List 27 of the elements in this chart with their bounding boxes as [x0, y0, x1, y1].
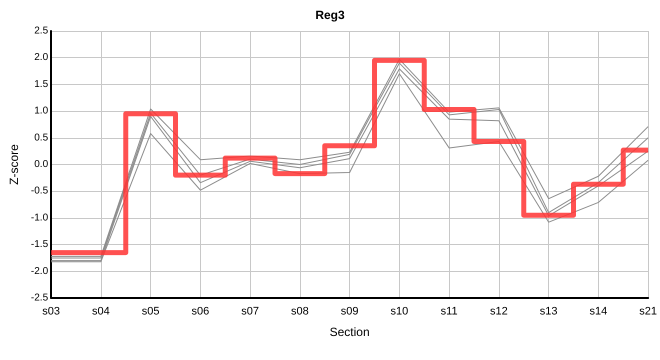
x-tick-label: s03 — [42, 306, 60, 318]
x-tick-label: s08 — [291, 306, 309, 318]
x-tick-label: s07 — [241, 306, 260, 318]
y-tick-label: 1.0 — [34, 106, 49, 117]
y-tick-label: -1.5 — [30, 239, 49, 250]
y-tick-label: -2.5 — [30, 292, 49, 304]
y-tick-label: -1.0 — [30, 212, 49, 224]
x-tick-label: s11 — [440, 306, 458, 318]
y-tick-label: -0.5 — [30, 186, 49, 197]
y-axis-title: Z-score — [7, 144, 21, 185]
x-tick-label: s10 — [390, 306, 408, 318]
x-tick-label: s09 — [340, 306, 359, 318]
y-tick-label: 0.5 — [34, 132, 49, 144]
y-tick-label: 2.5 — [34, 26, 49, 36]
x-tick-label: s12 — [490, 306, 508, 318]
x-tick-label: s21 — [639, 306, 658, 318]
x-tick-label: s05 — [142, 306, 160, 318]
x-tick-label: s04 — [92, 306, 110, 318]
x-tick-label: s14 — [590, 306, 608, 318]
x-tick-label: s13 — [540, 306, 558, 318]
y-tick-label: 2.0 — [34, 52, 49, 64]
y-tick-label: -2.0 — [30, 266, 49, 277]
y-tick-label: 1.5 — [34, 78, 49, 90]
y-tick-label: 0.0 — [34, 159, 49, 170]
x-tick-label: s06 — [192, 306, 210, 318]
x-axis-title: Section — [330, 325, 370, 339]
chart-title: Reg3 — [315, 8, 345, 22]
